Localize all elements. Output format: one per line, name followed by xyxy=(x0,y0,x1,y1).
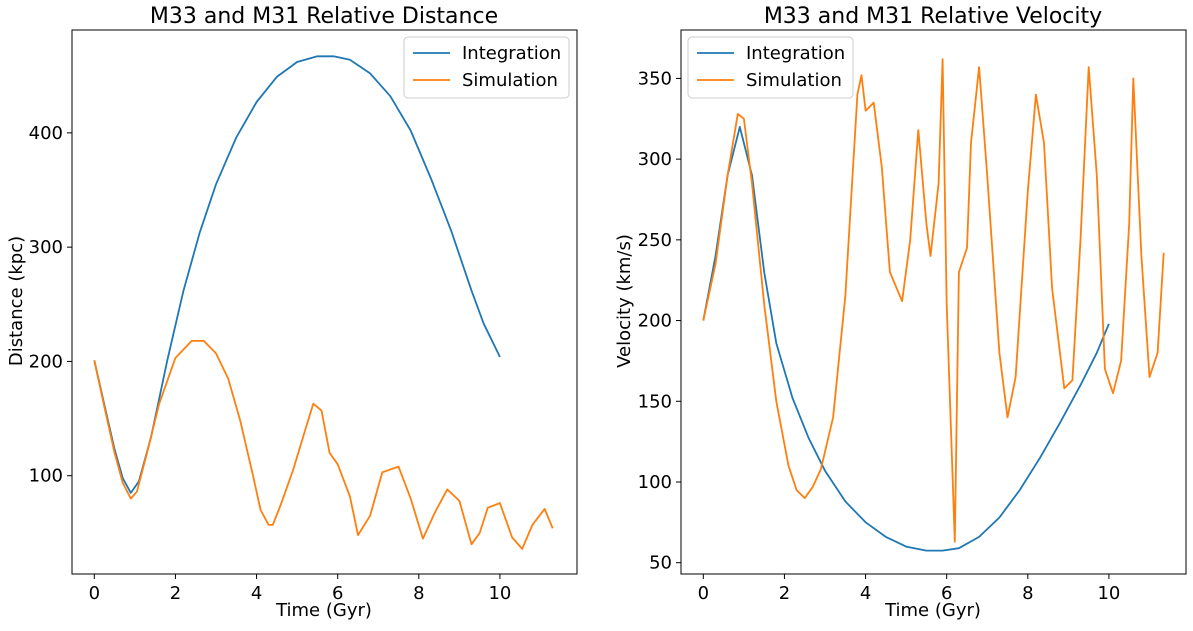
distance-ytick-label: 200 xyxy=(29,351,63,372)
velocity-ytick-label: 100 xyxy=(638,472,672,493)
velocity-xtick-label: 0 xyxy=(698,583,709,604)
velocity-legend-label-simulation: Simulation xyxy=(746,70,842,91)
velocity-ytick-label: 350 xyxy=(638,68,672,89)
velocity-ytick-label: 150 xyxy=(638,391,672,412)
velocity-series-simulation-line xyxy=(702,58,1165,543)
velocity-ytick-label: 50 xyxy=(649,553,672,574)
distance-ytick-label: 400 xyxy=(29,123,63,144)
distance-xtick-label: 8 xyxy=(413,583,424,604)
velocity-series-integration-line xyxy=(702,126,1110,552)
velocity-series-layer xyxy=(702,58,1165,552)
distance-xtick-label: 0 xyxy=(89,583,100,604)
velocity-plot-frame xyxy=(680,29,1187,575)
velocity-xtick-label: 10 xyxy=(1097,583,1120,604)
distance-xtick-label: 2 xyxy=(170,583,181,604)
distance-ytick-label: 300 xyxy=(29,237,63,258)
velocity-panel: M33 and M31 Relative Velocity Time (Gyr)… xyxy=(614,4,1187,621)
distance-legend-label-integration: Integration xyxy=(462,43,561,64)
velocity-title: M33 and M31 Relative Velocity xyxy=(764,4,1102,29)
distance-legend: Integration Simulation xyxy=(403,36,570,99)
distance-xtick-label: 6 xyxy=(332,583,343,604)
velocity-ylabel: Velocity (km/s) xyxy=(614,234,635,368)
distance-series-integration-line xyxy=(93,55,501,494)
distance-title: M33 and M31 Relative Distance xyxy=(150,4,498,29)
distance-ytick-label: 100 xyxy=(29,466,63,487)
distance-xtick-label: 10 xyxy=(488,583,511,604)
velocity-legend: Integration Simulation xyxy=(687,36,854,99)
velocity-ytick-label: 200 xyxy=(638,311,672,332)
distance-series-layer xyxy=(93,55,554,550)
velocity-xlabel: Time (Gyr) xyxy=(884,600,981,621)
distance-plot-frame xyxy=(71,29,578,575)
velocity-xtick-label: 4 xyxy=(860,583,871,604)
distance-legend-label-simulation: Simulation xyxy=(462,70,558,91)
velocity-ytick-label: 250 xyxy=(638,230,672,251)
velocity-xtick-label: 8 xyxy=(1022,583,1033,604)
velocity-ytick-label: 300 xyxy=(638,149,672,170)
velocity-xtick-label: 2 xyxy=(779,583,790,604)
velocity-legend-label-integration: Integration xyxy=(746,43,845,64)
velocity-ticks: 0 2 4 6 8 10 50 100 150 200 250 300 350 xyxy=(638,68,1121,604)
distance-xlabel: Time (Gyr) xyxy=(275,600,372,621)
distance-xtick-label: 4 xyxy=(251,583,262,604)
distance-ylabel: Distance (kpc) xyxy=(6,236,27,366)
distance-ticks: 0 2 4 6 8 10 100 200 300 400 xyxy=(29,123,512,604)
velocity-xtick-label: 6 xyxy=(941,583,952,604)
distance-series-simulation-line xyxy=(93,339,554,550)
distance-panel: M33 and M31 Relative Distance Time (Gyr)… xyxy=(6,4,578,621)
